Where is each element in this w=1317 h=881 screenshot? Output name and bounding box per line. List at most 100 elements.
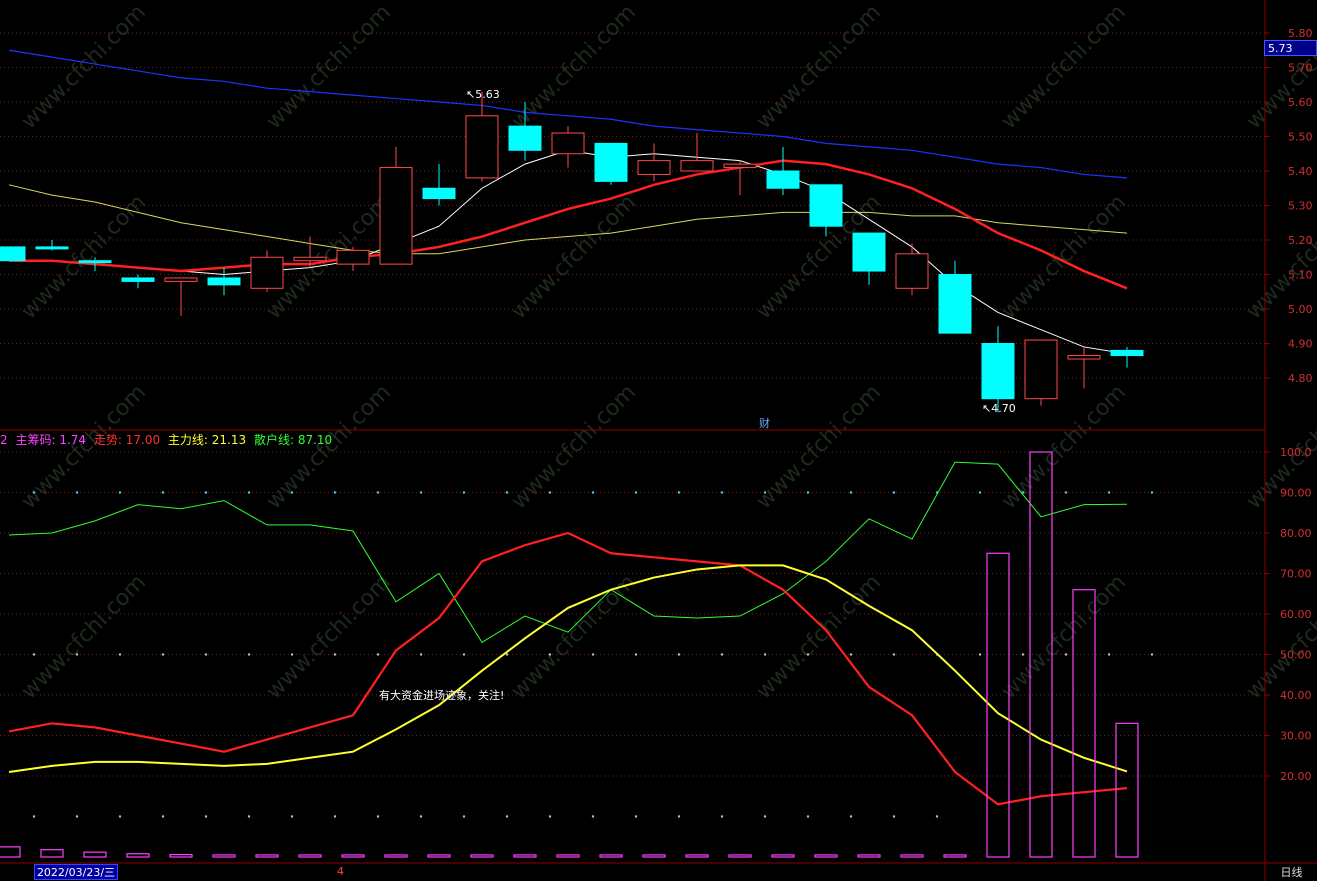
reference-dot bbox=[720, 491, 724, 494]
reference-dot bbox=[290, 815, 294, 818]
candle-body bbox=[293, 256, 327, 262]
reference-dot bbox=[462, 491, 466, 494]
main-chip-bar bbox=[40, 849, 64, 858]
reference-dot bbox=[1021, 653, 1025, 656]
reference-dot bbox=[892, 653, 896, 656]
indicator-tick-label: 40.00 bbox=[1280, 689, 1312, 702]
high-price-marker: ↖5.63 bbox=[466, 88, 500, 101]
main-chip-bar bbox=[728, 854, 752, 858]
retail-line bbox=[8, 461, 1128, 644]
price-tick-label: 5.80 bbox=[1288, 27, 1313, 40]
reference-dot bbox=[419, 653, 423, 656]
reference-dot bbox=[548, 653, 552, 656]
cursor-date-label: 2022/03/23/三 bbox=[34, 864, 118, 880]
reference-dot bbox=[118, 653, 122, 656]
candle-body bbox=[895, 253, 929, 289]
reference-dot bbox=[161, 815, 165, 818]
reference-dot bbox=[247, 491, 251, 494]
reference-dot bbox=[677, 815, 681, 818]
main-force-line bbox=[8, 564, 1128, 773]
current-price-tag: 5.73 bbox=[1264, 40, 1317, 56]
ma-red-line bbox=[9, 159, 1128, 290]
legend-prefix: 2 bbox=[0, 433, 8, 447]
reference-dot bbox=[376, 815, 380, 818]
reference-dot bbox=[591, 653, 595, 656]
time-marker: 4 bbox=[337, 865, 344, 878]
reference-dot bbox=[720, 653, 724, 656]
watermark-text: www.cfchi.com bbox=[507, 190, 641, 324]
reference-dot bbox=[849, 653, 853, 656]
candle-body bbox=[981, 343, 1015, 400]
reference-dot bbox=[247, 815, 251, 818]
main-chip-bar bbox=[1115, 722, 1139, 858]
indicator-tick-label: 30.00 bbox=[1280, 730, 1312, 743]
candle-body bbox=[0, 246, 26, 262]
reference-dot bbox=[32, 815, 36, 818]
reference-dot bbox=[677, 491, 681, 494]
watermark-text: www.cfchi.com bbox=[17, 380, 151, 514]
moving-average-lines bbox=[8, 49, 1128, 355]
main-chip-bar bbox=[126, 853, 150, 858]
watermark-text: www.cfchi.com bbox=[1242, 570, 1317, 704]
reference-dot bbox=[204, 653, 208, 656]
reference-dot bbox=[849, 491, 853, 494]
reference-dot bbox=[591, 491, 595, 494]
indicator-tick-label: 70.00 bbox=[1280, 568, 1312, 581]
candle-body bbox=[207, 277, 241, 286]
reference-dot bbox=[548, 491, 552, 494]
indicator-tick-label: 20.00 bbox=[1280, 770, 1312, 783]
watermark-text: www.cfchi.com bbox=[17, 570, 151, 704]
reference-dot bbox=[204, 491, 208, 494]
candle-body bbox=[465, 115, 499, 179]
price-tick-label: 5.30 bbox=[1288, 200, 1313, 213]
trend-line bbox=[8, 531, 1128, 806]
main-chip-bar bbox=[341, 854, 365, 858]
reference-dot bbox=[419, 491, 423, 494]
candle-body bbox=[508, 125, 542, 151]
candle-body bbox=[551, 132, 585, 155]
watermark-text: www.cfchi.com bbox=[997, 380, 1131, 514]
candle-body bbox=[766, 170, 800, 189]
reference-dot bbox=[247, 653, 251, 656]
candle-body bbox=[336, 249, 370, 265]
reference-dot bbox=[118, 491, 122, 494]
candle-body bbox=[852, 232, 886, 272]
reference-dot bbox=[763, 491, 767, 494]
candle-body bbox=[379, 167, 413, 265]
main-chip-bar bbox=[556, 854, 580, 858]
candle-body bbox=[164, 277, 198, 282]
reference-dot bbox=[75, 815, 79, 818]
candle-body bbox=[938, 274, 972, 334]
alert-annotation: 有大资金进场迹象，关注! bbox=[379, 689, 505, 702]
price-tick-label: 5.00 bbox=[1288, 303, 1313, 316]
grid-lines bbox=[0, 32, 1265, 818]
main-chip-bar bbox=[255, 854, 279, 858]
candle-body bbox=[637, 160, 671, 175]
main-chip-bar bbox=[83, 851, 107, 858]
reference-dot bbox=[849, 815, 853, 818]
reference-dot bbox=[161, 491, 165, 494]
main-chip-bar bbox=[0, 846, 21, 858]
financial-report-marker[interactable]: 财 bbox=[759, 417, 770, 430]
period-selector[interactable]: 日线 bbox=[1280, 866, 1303, 879]
reference-dot bbox=[161, 653, 165, 656]
candle-body bbox=[723, 163, 757, 169]
reference-dot bbox=[204, 815, 208, 818]
main-chip-bar bbox=[212, 854, 236, 858]
reference-dot bbox=[892, 815, 896, 818]
reference-dot bbox=[634, 491, 638, 494]
watermark-text: www.cfchi.com bbox=[262, 570, 396, 704]
reference-dot bbox=[892, 491, 896, 494]
price-tick-label: 5.10 bbox=[1288, 269, 1313, 282]
reference-dot bbox=[806, 815, 810, 818]
reference-dot bbox=[505, 815, 509, 818]
candle-body bbox=[809, 184, 843, 227]
indicator-legend: 2 主筹码: 1.74 走势: 17.00 主力线: 21.13 散户线: 87… bbox=[0, 431, 336, 447]
reference-dot bbox=[806, 491, 810, 494]
main-chip-bar bbox=[986, 552, 1010, 858]
reference-dot bbox=[462, 815, 466, 818]
reference-dot bbox=[1150, 491, 1154, 494]
